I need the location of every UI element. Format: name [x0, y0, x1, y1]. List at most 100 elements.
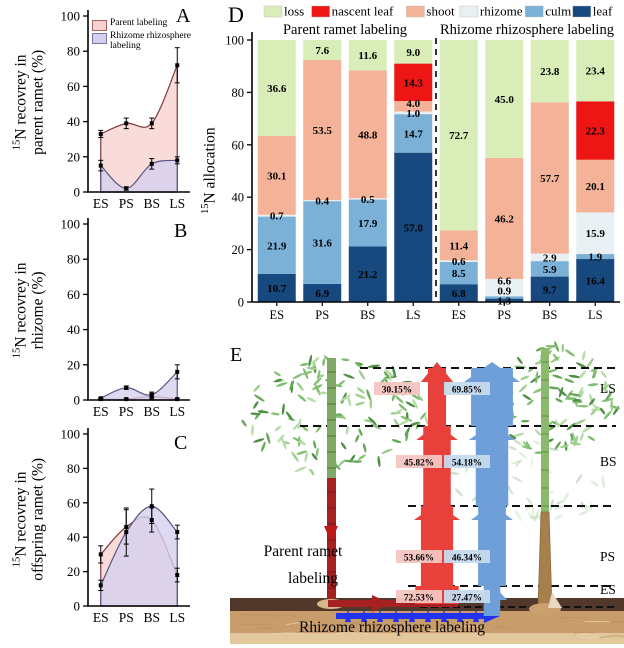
bar-segment-loss: [576, 40, 615, 102]
data-point-marker: [124, 397, 129, 402]
x-tick-label: BS: [143, 196, 160, 211]
parent-flow-arrow-arrowhead: [420, 362, 454, 382]
rhizome-pct-label: 54.18%: [452, 459, 482, 469]
red-rhizome-arrow-bar: [328, 600, 458, 607]
bamboo-leaf: [420, 412, 427, 420]
bar-value-label: 6.8: [452, 288, 466, 300]
bamboo-leaf: [526, 497, 533, 505]
bar-value-label: 57.0: [404, 222, 424, 234]
panel-a: 0 20 40 60 80 100 ES PS BS LS 15N recovrey in pare…: [0, 0, 196, 214]
data-point-marker: [124, 121, 129, 126]
bamboo-leaf: [590, 480, 600, 487]
bamboo-leaf: [601, 475, 605, 489]
data-point-marker: [175, 369, 180, 374]
data-point-marker: [175, 530, 180, 535]
offspring-culm-green: [541, 348, 549, 512]
root-strand: [385, 629, 418, 632]
bamboo-leaf: [358, 428, 363, 437]
bamboo-leaf: [274, 425, 282, 432]
bar-segment-shoot: [530, 102, 569, 254]
legend-swatch-culm: [525, 5, 544, 18]
bar-segment-culm: [257, 216, 296, 274]
bar-value-label: 0.7: [270, 211, 284, 223]
bamboo-leaf: [589, 502, 593, 512]
bamboo-leaf: [555, 500, 564, 505]
bamboo-leaf: [559, 444, 569, 449]
bamboo-leaf: [604, 380, 607, 394]
legend-label: Rhizome rhizosphere labeling: [110, 31, 191, 51]
parent-flow-arrow-arrowhead: [413, 504, 461, 520]
bamboo-leaf: [521, 445, 533, 450]
bamboo-leaf: [532, 440, 542, 445]
rhizome-pct-label: 46.34%: [452, 554, 482, 564]
root-strand: [340, 621, 360, 624]
panel-e: 30.15% 69.85% 45.82% 54.18% 53.66% 46.34% 72.5…: [196, 332, 624, 648]
bar-value-label: 0.4: [315, 196, 329, 208]
x-tick-label: LS: [406, 308, 421, 322]
bamboo-leaf: [588, 398, 596, 406]
x-tick-label: PS: [119, 196, 134, 211]
bar-value-label: 0.5: [361, 194, 375, 206]
rhizome-pct-label-bg: [444, 382, 490, 395]
root-strand: [257, 627, 274, 629]
bamboo-leaf: [363, 419, 373, 423]
bar-value-label: 8.5: [452, 268, 466, 280]
bamboo-leaf: [520, 375, 530, 381]
bamboo-leaf: [340, 442, 347, 450]
bamboo-leaf: [296, 450, 308, 455]
data-point-marker: [98, 552, 103, 557]
panel-c-letter: C: [174, 432, 188, 454]
bar-segment-nascent_leaf: [394, 63, 433, 102]
parent-culm-red-painted: [327, 478, 336, 604]
legend-label-leaf: leaf: [593, 4, 613, 19]
root-strand: [599, 635, 624, 639]
small-blue-up-arrow: [377, 609, 383, 622]
bamboo-leaf: [347, 397, 352, 407]
bar-segment-shoot: [439, 230, 478, 261]
bamboo-leaf: [362, 443, 367, 453]
bamboo-leaf: [381, 448, 393, 454]
bar-segment-leaf: [576, 259, 615, 302]
bamboo-leaf: [518, 384, 528, 393]
y-tick-label: 20: [67, 564, 80, 579]
bamboo-leaf: [515, 458, 522, 468]
bamboo-leaf: [398, 419, 410, 426]
panel-b-letter: B: [174, 220, 188, 242]
bar-value-label: 36.6: [267, 83, 287, 95]
bar-segment-culm: [303, 201, 342, 284]
parent-pct-label: 72.53%: [404, 594, 434, 604]
bar-value-label: 53.5: [313, 125, 333, 137]
bar-segment-nascent_leaf: [576, 101, 615, 160]
root-strand: [577, 633, 598, 637]
bar-segment-leaf: [348, 246, 387, 302]
x-tick-label: LS: [169, 196, 185, 211]
bamboo-leaf: [405, 430, 409, 442]
y-tick-label: 80: [67, 44, 80, 59]
legend-label-shoot: shoot: [426, 4, 455, 19]
root-strand: [271, 632, 305, 636]
root-strand: [574, 631, 594, 634]
panel-c-chart: 0 20 40 60 80 100 ES PS BS LS: [61, 427, 190, 625]
bamboo-leaf: [289, 380, 295, 391]
area-series-rhizome-labeling: [100, 159, 178, 193]
rhizome-rhizosphere-labeling-text: Rhizome rhizosphere labeling: [299, 619, 485, 636]
panel-a-letter: A: [176, 5, 191, 27]
bamboo-leaf: [590, 409, 597, 416]
bar-value-label: 15.9: [586, 228, 606, 240]
panel-e-letter: E: [230, 344, 243, 366]
small-blue-up-arrow: [361, 609, 367, 622]
legend-label-loss: loss: [284, 4, 304, 19]
x-tick-label: BS: [542, 308, 557, 322]
bamboo-leaf: [605, 390, 613, 401]
x-tick-label: PS: [119, 610, 134, 625]
legend-swatch-nascent_leaf: [311, 5, 330, 18]
bamboo-leaf: [356, 387, 365, 394]
bamboo-leaf: [552, 374, 563, 379]
x-tick-label: BS: [143, 404, 160, 419]
small-blue-up-arrow: [425, 609, 431, 622]
bamboo-leaf: [577, 387, 584, 397]
legend-label-rhizome: rhizome: [480, 4, 523, 19]
bar-segment-rhizome: [394, 111, 433, 115]
bar-value-label: 11.6: [358, 50, 377, 62]
stage-label-bs: BS: [600, 454, 617, 469]
